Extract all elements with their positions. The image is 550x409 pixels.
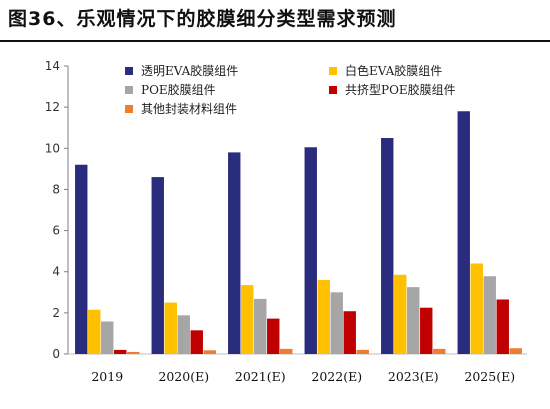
- legend-swatch: [329, 86, 337, 94]
- bar: [228, 152, 241, 354]
- title-divider: [0, 40, 550, 42]
- legend-label: POE胶膜组件: [141, 82, 216, 97]
- bar: [304, 147, 317, 354]
- bar: [496, 299, 509, 354]
- bar: [407, 287, 420, 354]
- y-tick-label: 0: [52, 347, 60, 361]
- y-tick-label: 12: [45, 100, 60, 114]
- bar: [114, 349, 127, 354]
- y-tick-label: 4: [52, 265, 60, 279]
- legend-swatch: [125, 86, 133, 94]
- bar: [88, 309, 101, 354]
- bar: [254, 298, 267, 354]
- bar: [470, 263, 483, 354]
- legend-label: 白色EVA胶膜组件: [345, 63, 442, 78]
- y-tick-label: 14: [45, 59, 60, 73]
- bar: [330, 292, 343, 354]
- bar: [267, 318, 280, 354]
- x-tick-label: 2019: [91, 369, 123, 384]
- bar: [420, 307, 433, 354]
- bar: [509, 348, 522, 354]
- legend-label: 共挤型POE胶膜组件: [345, 82, 456, 97]
- bar: [394, 274, 407, 354]
- x-tick-label: 2023(E): [388, 369, 439, 384]
- bar: [75, 164, 88, 354]
- bar: [457, 111, 470, 354]
- bar: [101, 321, 114, 354]
- legend-swatch: [125, 105, 133, 113]
- legend-swatch: [125, 67, 133, 75]
- bar: [127, 351, 140, 354]
- bar: [381, 138, 394, 354]
- page-title: 图36、乐观情况下的胶膜细分类型需求预测: [8, 8, 397, 30]
- legend-swatch: [329, 67, 337, 75]
- bar: [483, 276, 496, 354]
- bar: [317, 279, 330, 354]
- bar: [203, 350, 216, 354]
- legend-label: 其他封装材料组件: [141, 102, 237, 116]
- y-tick-label: 2: [52, 306, 60, 320]
- x-tick-label: 2022(E): [311, 369, 362, 384]
- bar: [177, 315, 190, 354]
- bar: [343, 311, 356, 354]
- legend-label: 透明EVA胶膜组件: [141, 63, 238, 78]
- y-tick-label: 10: [45, 141, 60, 155]
- x-tick-label: 2021(E): [235, 369, 286, 384]
- bar: [280, 348, 293, 354]
- bar: [433, 348, 446, 354]
- bar: [190, 330, 203, 354]
- bar: [356, 349, 369, 354]
- y-tick-label: 6: [52, 224, 60, 238]
- x-tick-label: 2025(E): [464, 369, 515, 384]
- bar: [164, 302, 177, 354]
- y-tick-label: 8: [52, 182, 60, 196]
- x-tick-label: 2020(E): [158, 369, 209, 384]
- bar: [241, 285, 254, 354]
- bar: [151, 177, 164, 354]
